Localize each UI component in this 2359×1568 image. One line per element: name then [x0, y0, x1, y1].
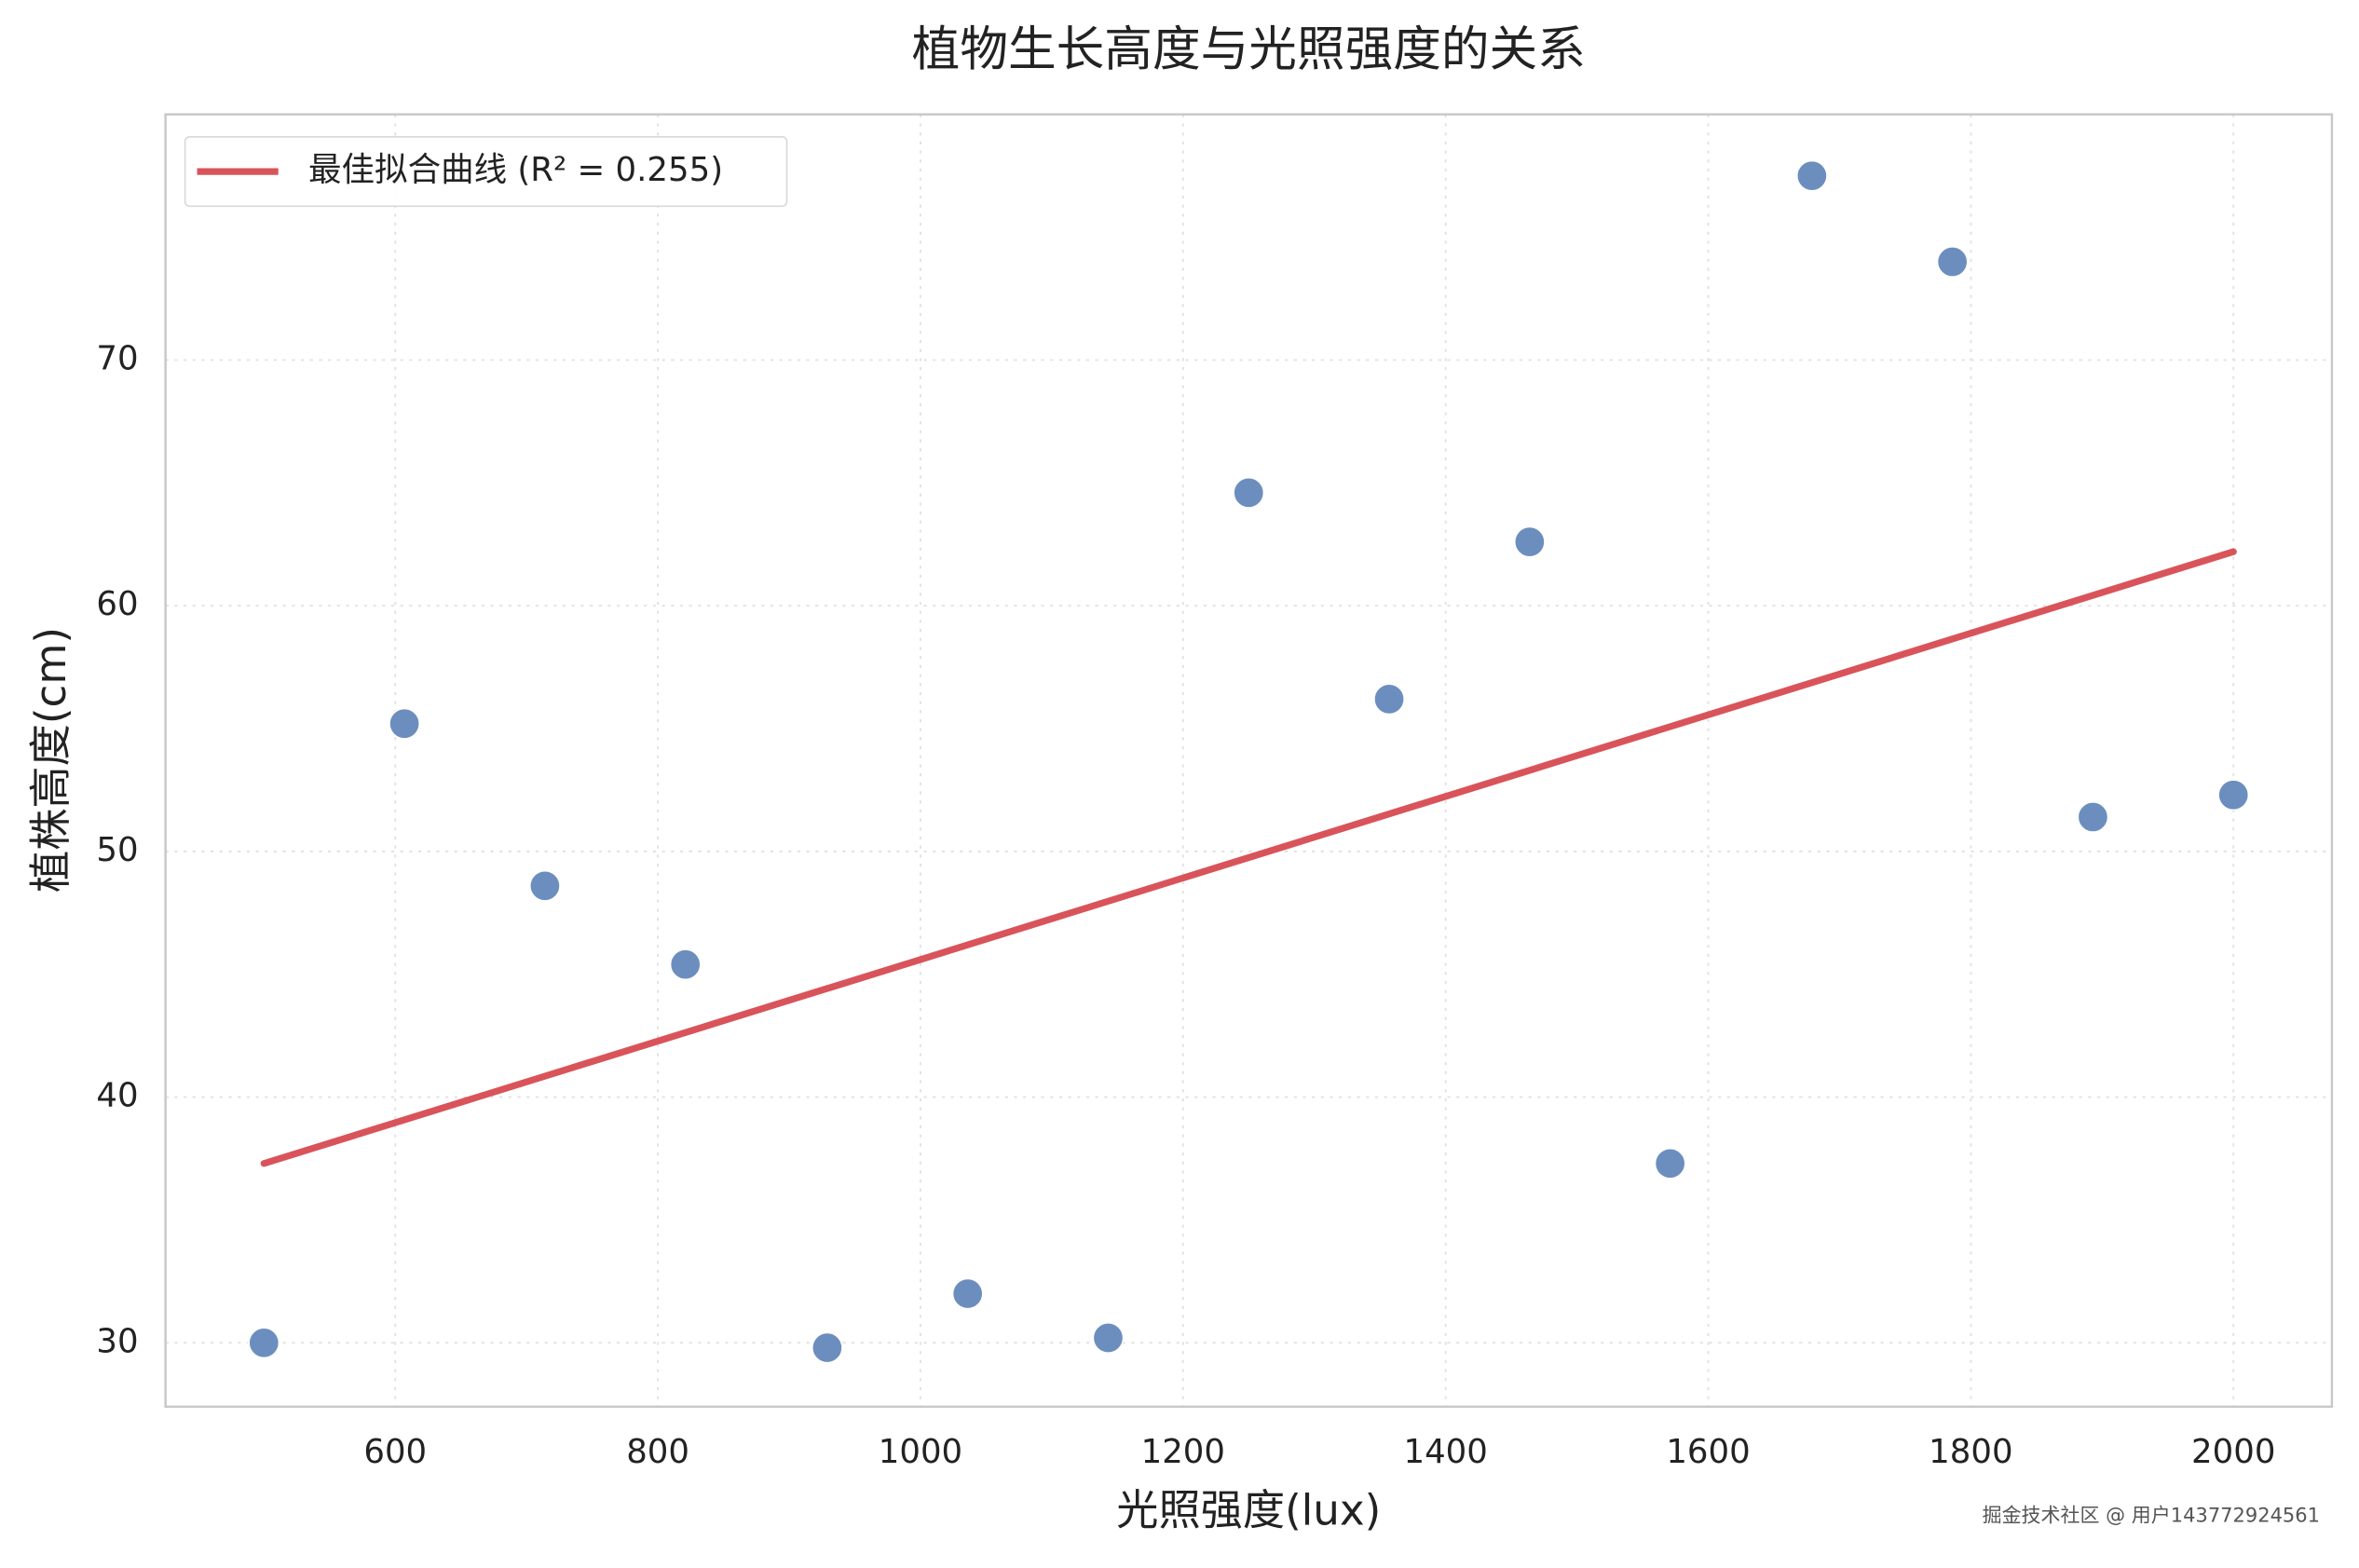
chart-title: 植物生长高度与光照强度的关系	[912, 22, 1586, 78]
scatter-point	[669, 948, 702, 981]
y-tick-label: 60	[96, 585, 138, 623]
legend-label: 最佳拟合曲线 (R² = 0.255)	[308, 151, 723, 189]
scatter-point	[951, 1277, 984, 1310]
x-tick-label: 1000	[879, 1433, 962, 1471]
y-tick-label: 70	[96, 339, 138, 377]
scatter-point	[2077, 801, 2109, 833]
x-tick-label: 1200	[1141, 1433, 1225, 1471]
y-axis-label: 植株高度(cm)	[26, 627, 75, 893]
legend-box	[184, 136, 788, 208]
scatter-point	[1233, 476, 1265, 509]
x-tick-label: 800	[626, 1433, 689, 1471]
scatter-point	[1936, 246, 1969, 278]
y-tick-label: 50	[96, 831, 138, 869]
plot-frame	[164, 113, 2334, 1409]
x-tick-label: 1600	[1666, 1433, 1750, 1471]
x-axis-label: 光照强度(lux)	[1116, 1486, 1381, 1535]
x-tick-label: 600	[363, 1433, 427, 1471]
x-tick-label: 2000	[2191, 1433, 2275, 1471]
scatter-point	[1654, 1147, 1686, 1179]
scatter-point	[2217, 779, 2250, 811]
scatter-point	[811, 1331, 843, 1364]
watermark: 掘金技术社区 @ 用户143772924561	[1983, 1505, 2320, 1527]
scatter-point	[1795, 159, 1828, 192]
y-tick-label: 40	[96, 1077, 138, 1115]
x-tick-label: 1800	[1929, 1433, 2012, 1471]
y-tick-label: 30	[96, 1322, 138, 1360]
scatter-point	[1513, 525, 1546, 558]
x-tick-label: 1400	[1403, 1433, 1487, 1471]
scatter-point	[389, 707, 421, 740]
scatter-point	[1373, 683, 1406, 716]
scatter-point	[528, 869, 561, 902]
fit-line	[260, 548, 2237, 1167]
scatter-point	[1092, 1322, 1125, 1354]
scatter-point	[248, 1327, 280, 1359]
